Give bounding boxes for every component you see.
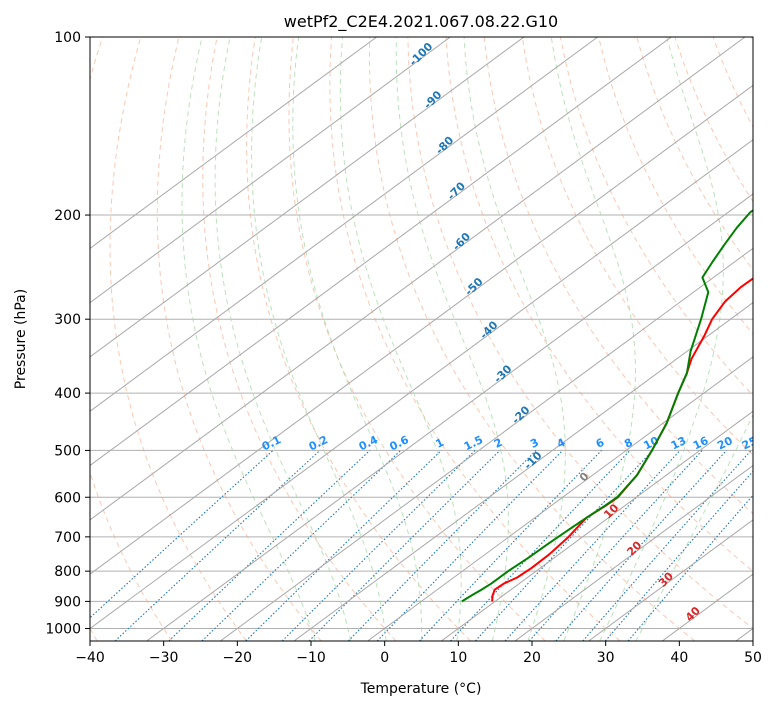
y-tick-label: 400 — [54, 386, 81, 402]
y-tick-label: 200 — [54, 208, 81, 224]
plot-frame — [89, 36, 754, 642]
dry-adiabat-line — [156, 37, 322, 641]
moist-adiabat-line — [292, 37, 423, 641]
x-tick-label: 20 — [523, 650, 541, 666]
isotherm-line — [90, 139, 753, 630]
y-axis-label: Pressure (hPa) — [13, 289, 29, 389]
y-tick-label: 700 — [54, 530, 81, 546]
isotherm-line — [90, 37, 598, 412]
isotherm-line — [146, 193, 753, 641]
mixing-ratio-line — [90, 450, 274, 619]
mixing-ratio-label: 20 — [715, 434, 735, 453]
isotherm-line — [90, 84, 753, 575]
dry-adiabat-line — [109, 37, 247, 641]
isotherm-line — [90, 37, 451, 304]
x-tick-label: 0 — [380, 650, 389, 666]
isotherm-line — [220, 247, 753, 641]
x-tick-label: −20 — [223, 650, 253, 666]
dry-adiabat-line — [407, 37, 753, 630]
isotherm-line — [90, 37, 746, 521]
mixing-ratio-line — [504, 450, 681, 641]
temperature-profile-line — [491, 277, 753, 602]
y-tick-label: 800 — [54, 564, 81, 580]
isotherm-line — [441, 410, 753, 641]
dry-adiabat-line — [445, 37, 753, 572]
x-axis-label: Temperature (°C) — [360, 681, 482, 697]
x-tick-label: 10 — [449, 650, 467, 666]
isotherm-line — [90, 37, 377, 249]
x-tick-label: 50 — [744, 650, 762, 666]
plot-area: 0.10.20.40.611.52346810131620253036-100-… — [90, 37, 759, 641]
x-tick-label: 30 — [597, 650, 615, 666]
isotherm-lines — [90, 37, 753, 641]
moist-adiabat-line — [214, 37, 352, 641]
mixing-ratio-label: 10 — [642, 434, 662, 453]
x-tick-label: −10 — [296, 650, 326, 666]
y-tick-label: 500 — [54, 443, 81, 459]
mixing-ratio-line — [450, 450, 631, 641]
x-tick-label: −30 — [149, 650, 179, 666]
y-tick-label: 100 — [54, 30, 81, 46]
mixing-ratio-line — [308, 450, 501, 641]
moist-adiabat-line — [599, 37, 724, 641]
moist-adiabat-line — [395, 37, 509, 641]
dewpoint-profile-line — [461, 209, 753, 603]
mixing-ratio-label: 16 — [691, 434, 711, 453]
x-tick-label: −40 — [75, 650, 105, 666]
mixing-ratio-line — [582, 450, 752, 641]
dry-adiabat-line — [288, 37, 546, 641]
x-tick-label: 40 — [670, 650, 688, 666]
mixing-ratio-line — [168, 450, 371, 641]
y-tick-label: 1000 — [45, 621, 81, 637]
moist-adiabat-line — [251, 37, 387, 641]
x-axis: −40 −30 −20 −10 0 10 20 30 40 50 — [75, 641, 762, 666]
isotherm-line — [367, 356, 753, 641]
y-tick-label: 900 — [54, 594, 81, 610]
moist-adiabat-line — [339, 37, 462, 641]
mixing-ratio-line — [555, 450, 727, 641]
isotherm-line — [588, 519, 753, 641]
dry-adiabat-line — [90, 37, 173, 641]
mixing-ratio-label: 25 — [740, 434, 759, 452]
isotherm-line — [514, 464, 753, 641]
y-tick-label: 600 — [54, 490, 81, 506]
chart-title: wetPf2_C2E4.2021.067.08.22.G10 — [284, 12, 558, 32]
dry-adiabat-line — [246, 37, 471, 641]
mixing-ratio-line — [419, 450, 602, 641]
moist-adiabat-line — [463, 37, 566, 641]
isotherm-line — [90, 37, 525, 358]
moist-adiabat-line — [635, 413, 753, 641]
y-axis: 100 200 300 400 500 600 700 800 900 1000 — [45, 30, 90, 637]
mixing-ratio-line — [604, 470, 753, 641]
mixing-ratio-label: 13 — [669, 434, 688, 452]
moist-adiabats — [181, 37, 753, 641]
mixing-ratio-line — [347, 450, 537, 641]
isotherm-line — [90, 37, 672, 467]
mixing-ratio-line — [245, 450, 442, 641]
y-tick-label: 300 — [54, 312, 81, 328]
sounding-series — [461, 209, 753, 603]
mixing-ratio-line — [201, 450, 402, 641]
